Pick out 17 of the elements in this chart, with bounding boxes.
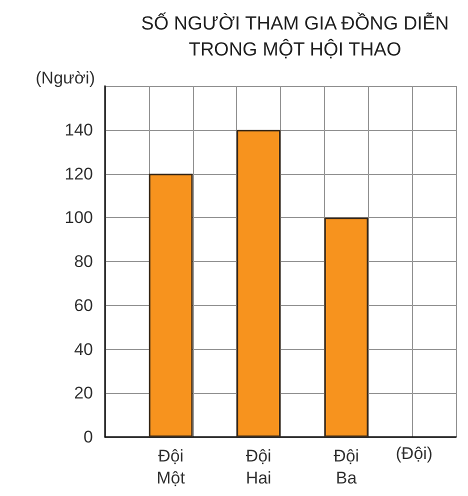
x-tick-label: Đội Hai xyxy=(246,446,272,488)
y-tick-label: 80 xyxy=(74,252,93,271)
bar xyxy=(148,174,193,437)
y-tick-label: 0 xyxy=(84,428,93,446)
y-tick-label: 140 xyxy=(64,120,93,140)
x-tick-label: Đội Ba xyxy=(334,446,360,488)
y-tick-label: 100 xyxy=(64,208,93,228)
y-tick-label: 60 xyxy=(74,296,93,315)
y-axis-title: (Người) xyxy=(36,68,95,88)
bar xyxy=(236,130,280,437)
y-tick-label: 20 xyxy=(74,384,93,403)
y-tick-label: 40 xyxy=(74,340,93,359)
y-tick-label: 120 xyxy=(64,164,93,184)
x-axis-title: (Đội) xyxy=(396,444,433,463)
chart-title: SỐ NGƯỜI THAM GIA ĐỒNG DIỄN TRONG MỘT HỘI THAO xyxy=(141,12,449,60)
x-tick-label: Đội Một xyxy=(156,446,186,488)
bar xyxy=(324,218,368,437)
